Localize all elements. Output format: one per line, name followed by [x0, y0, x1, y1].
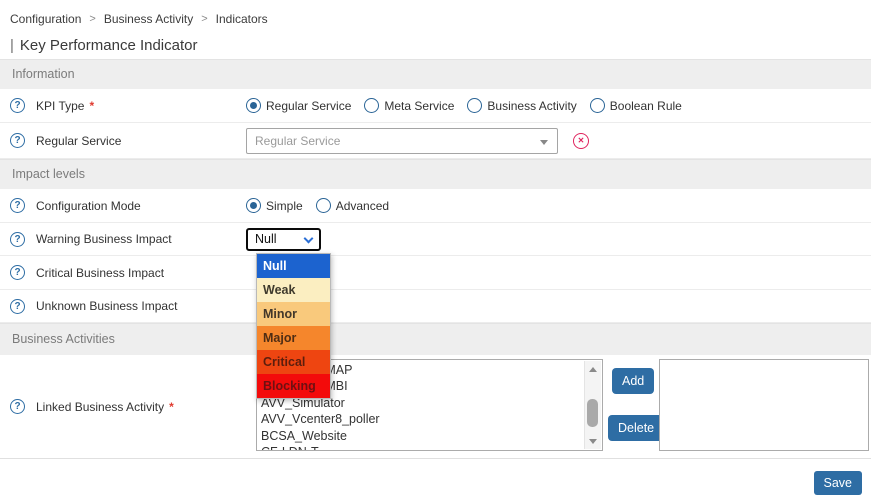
radio-icon	[589, 98, 605, 113]
footer: Save	[0, 459, 871, 495]
radio-label: Simple	[266, 198, 303, 213]
selected-activities-listbox[interactable]	[659, 359, 869, 451]
error-circle-x-icon: ✕	[573, 132, 589, 149]
kpi-type-label: KPI Type	[36, 98, 85, 113]
radio-advanced[interactable]: Advanced	[315, 198, 390, 213]
regular-service-row: ? Regular Service Regular Service ✕	[0, 123, 871, 159]
radio-meta-service[interactable]: Meta Service	[364, 98, 454, 113]
radio-business-activity[interactable]: Business Activity	[467, 98, 577, 113]
required-marker: *	[89, 98, 95, 113]
impact-option-major[interactable]: Major	[257, 326, 330, 350]
caret-down-icon	[540, 139, 548, 145]
kpi-type-row: ? KPI Type * Regular Service Meta Servic…	[0, 89, 871, 123]
breadcrumb-separator: >	[201, 13, 208, 25]
title-bar: |	[10, 36, 14, 54]
list-item[interactable]: CF-LDN-T	[261, 444, 602, 450]
radio-label: Business Activity	[487, 98, 577, 113]
unknown-business-impact-row: ? Unknown Business Impact	[0, 290, 871, 323]
regular-service-label-cell: ? Regular Service	[0, 133, 246, 148]
configuration-mode-radio-group: Simple Advanced	[246, 198, 402, 213]
radio-label: Regular Service	[266, 98, 352, 113]
delete-button[interactable]: Delete	[608, 415, 665, 441]
breadcrumb: Configuration > Business Activity > Indi…	[0, 0, 871, 29]
page-title-text: Key Performance Indicator	[19, 36, 198, 54]
linked-business-activity-row: ? Linked Business Activity * AVV_Prod_MA…	[0, 355, 871, 459]
help-icon[interactable]: ?	[10, 133, 25, 148]
list-item[interactable]: BCSA_Website	[261, 428, 347, 443]
radio-icon	[364, 98, 380, 113]
configuration-mode-label-cell: ? Configuration Mode	[0, 198, 246, 213]
save-button[interactable]: Save	[813, 471, 862, 495]
section-header-information: Information	[0, 59, 871, 89]
radio-icon	[315, 198, 331, 213]
help-icon[interactable]: ?	[10, 298, 25, 314]
linked-activity-label-cell: ? Linked Business Activity *	[0, 399, 246, 414]
warning-impact-label-cell: ? Warning Business Impact	[0, 231, 246, 247]
critical-impact-label: Critical Business Impact	[36, 265, 165, 280]
radio-boolean-rule[interactable]: Boolean Rule	[589, 98, 682, 113]
kpi-type-radio-group: Regular Service Meta Service Business Ac…	[246, 98, 695, 113]
regular-service-dropdown[interactable]: Regular Service	[246, 127, 558, 154]
configuration-mode-row: ? Configuration Mode Simple Advanced	[0, 189, 871, 223]
breadcrumb-configuration[interactable]: Configuration	[10, 12, 82, 26]
regular-service-label: Regular Service	[36, 133, 122, 148]
warning-impact-dropdown-list: Null Weak Minor Major Critical Blocking	[256, 253, 331, 399]
listbox-scrollbar[interactable]	[584, 361, 601, 449]
breadcrumb-separator: >	[89, 13, 96, 25]
help-icon[interactable]: ?	[10, 231, 25, 247]
impact-option-blocking[interactable]: Blocking	[257, 374, 330, 398]
radio-simple[interactable]: Simple	[246, 198, 303, 213]
critical-impact-label-cell: ? Critical Business Impact	[0, 265, 246, 280]
list-item[interactable]: AVV_Simulator	[261, 395, 345, 410]
warning-impact-value: Null	[255, 232, 277, 246]
configuration-mode-label: Configuration Mode	[36, 198, 141, 213]
radio-regular-service[interactable]: Regular Service	[246, 98, 351, 113]
help-icon[interactable]: ?	[10, 265, 25, 280]
radio-icon	[246, 198, 261, 213]
scrollbar-up-arrow[interactable]	[585, 361, 601, 377]
regular-service-placeholder: Regular Service	[255, 133, 341, 148]
page-title: | Key Performance Indicator	[10, 31, 871, 59]
impact-option-weak[interactable]: Weak	[257, 278, 330, 302]
scrollbar-thumb[interactable]	[587, 399, 598, 427]
radio-label: Boolean Rule	[609, 98, 682, 113]
triangle-down-icon	[589, 438, 597, 444]
warning-business-impact-row: ? Warning Business Impact Null	[0, 223, 871, 256]
unknown-impact-label-cell: ? Unknown Business Impact	[0, 298, 246, 314]
chevron-down-icon	[303, 233, 314, 243]
linked-activity-label: Linked Business Activity	[36, 399, 165, 414]
warning-impact-select[interactable]: Null	[246, 227, 321, 251]
radio-label: Meta Service	[384, 98, 455, 113]
kpi-type-label-cell: ? KPI Type *	[0, 98, 246, 113]
impact-option-critical[interactable]: Critical	[257, 350, 330, 374]
warning-impact-label: Warning Business Impact	[36, 232, 172, 246]
add-button[interactable]: Add	[612, 368, 655, 394]
breadcrumb-indicators[interactable]: Indicators	[215, 12, 268, 26]
help-icon[interactable]: ?	[10, 98, 25, 113]
radio-icon	[246, 98, 261, 113]
unknown-impact-label: Unknown Business Impact	[36, 299, 178, 313]
critical-business-impact-row: ? Critical Business Impact	[0, 256, 871, 290]
impact-option-null[interactable]: Null	[257, 254, 330, 278]
section-header-business-activities: Business Activities	[0, 323, 871, 355]
required-marker: *	[169, 399, 174, 414]
impact-option-minor[interactable]: Minor	[257, 302, 330, 326]
list-item[interactable]: AVV_Vcenter8_poller	[261, 412, 380, 427]
help-icon[interactable]: ?	[10, 399, 25, 414]
radio-icon	[467, 98, 483, 113]
scrollbar-down-arrow[interactable]	[585, 433, 601, 449]
triangle-up-icon	[589, 366, 597, 372]
section-header-impact-levels: Impact levels	[0, 159, 871, 189]
radio-label: Advanced	[335, 198, 390, 213]
breadcrumb-business-activity[interactable]: Business Activity	[103, 12, 194, 26]
help-icon[interactable]: ?	[10, 198, 25, 213]
